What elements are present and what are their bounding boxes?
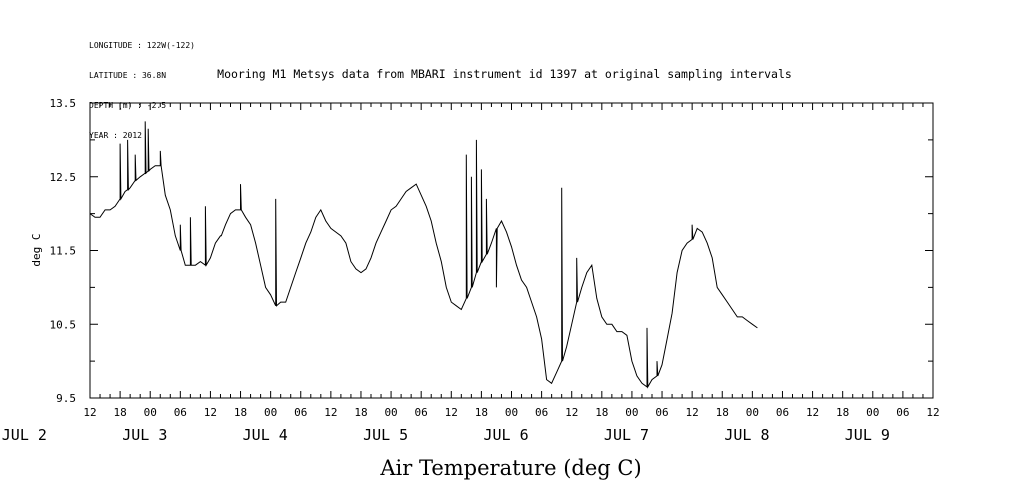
day-label: JUL 3 <box>122 426 167 444</box>
x-tick-label: 00 <box>866 406 879 419</box>
day-label: JUL 5 <box>363 426 408 444</box>
x-tick-label: 18 <box>234 406 247 419</box>
x-tick-label: 06 <box>896 406 909 419</box>
series-layer <box>89 121 758 389</box>
day-label: JUL 7 <box>604 426 649 444</box>
x-tick-label: 00 <box>625 406 638 419</box>
y-tick-labels: 13.5 12.5 11.5 10.5 9.5 <box>50 97 77 405</box>
x-tick-label: 06 <box>415 406 428 419</box>
y-tick-label: 11.5 <box>50 245 77 258</box>
day-label: JUL 6 <box>484 426 529 444</box>
day-labels: JUL 2 JUL 3 JUL 4 JUL 5 JUL 6 JUL 7 JUL 8 JUL 9 <box>2 426 890 444</box>
x-tick-label: 18 <box>354 406 367 419</box>
x-tick-label: 18 <box>595 406 608 419</box>
x-tick-label: 00 <box>384 406 397 419</box>
x-tick-label: 18 <box>475 406 488 419</box>
x-tick-label: 18 <box>836 406 849 419</box>
series-line <box>89 121 758 389</box>
x-tick-label: 06 <box>655 406 668 419</box>
x-tick-label: 12 <box>324 406 337 419</box>
y-tick-label: 9.5 <box>56 392 76 405</box>
longitude-line: LONGITUDE : 122W(-122) <box>89 41 195 50</box>
x-tick-label: 00 <box>746 406 759 419</box>
x-tick-label: 06 <box>776 406 789 419</box>
x-tick-label: 06 <box>174 406 187 419</box>
y-tick-label: 13.5 <box>50 97 77 110</box>
year-line: YEAR : 2012 <box>89 131 142 140</box>
y-tick-label: 12.5 <box>50 171 77 184</box>
x-tick-label: 12 <box>445 406 458 419</box>
x-tick-label: 00 <box>505 406 518 419</box>
day-label: JUL 8 <box>724 426 769 444</box>
x-tick-label: 06 <box>535 406 548 419</box>
plot-frame <box>89 102 934 399</box>
depth-line: DEPTH (m) : -2.5 <box>89 101 167 110</box>
x-axis-label: Air Temperature (deg C) <box>379 456 641 480</box>
day-label: JUL 4 <box>243 426 288 444</box>
y-tick-label: 10.5 <box>50 318 77 331</box>
x-tick-label: 18 <box>716 406 729 419</box>
x-tick-label: 12 <box>204 406 217 419</box>
x-tick-label: 00 <box>264 406 277 419</box>
day-label: JUL 9 <box>845 426 890 444</box>
x-tick-label: 12 <box>83 406 96 419</box>
x-tick-label: 12 <box>565 406 578 419</box>
x-tick-label: 18 <box>113 406 126 419</box>
x-tick-label: 06 <box>294 406 307 419</box>
x-tick-label: 12 <box>806 406 819 419</box>
metadata-header: LONGITUDE : 122W(-122) LATITUDE : 36.8N … <box>89 21 195 151</box>
x-tick-label: 12 <box>926 406 939 419</box>
x-tick-labels: 12 18 00 06 12 18 00 06 12 18 00 06 12 18 00 06 12 18 00 06… <box>83 406 939 419</box>
latitude-line: LATITUDE : 36.8N <box>89 71 167 80</box>
day-label: JUL 2 <box>2 426 47 444</box>
x-tick-label: 00 <box>144 406 157 419</box>
chart-title: Mooring M1 Metsys data from MBARI instru… <box>217 67 792 81</box>
x-tick-label: 12 <box>686 406 699 419</box>
y-axis-label: deg C <box>30 233 43 266</box>
tick-marks <box>89 102 934 399</box>
